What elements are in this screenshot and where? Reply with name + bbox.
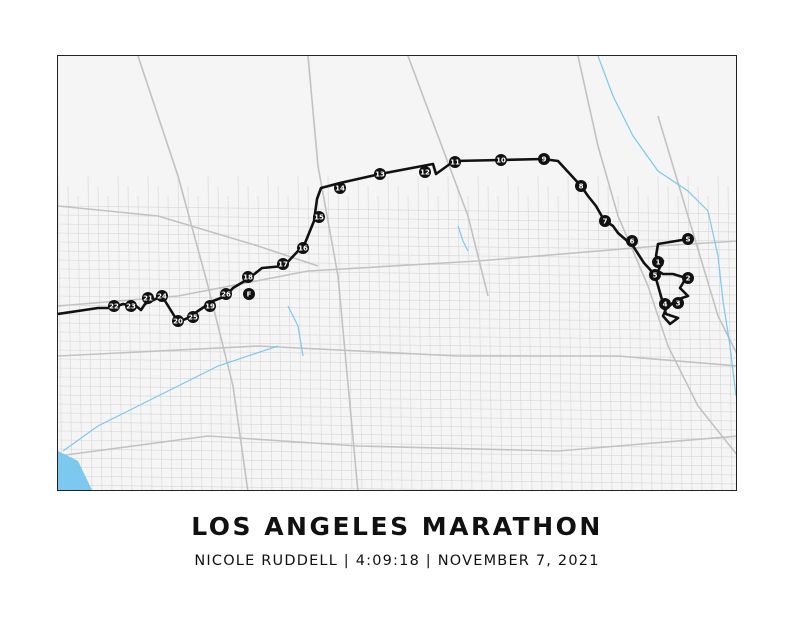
svg-text:20: 20 — [173, 318, 183, 326]
svg-text:S: S — [685, 236, 690, 244]
route-marker-8: 8 — [575, 180, 587, 192]
svg-text:26: 26 — [221, 291, 231, 299]
ballona-creek — [62, 345, 279, 452]
svg-text:5: 5 — [653, 272, 658, 280]
svg-text:11: 11 — [450, 159, 460, 167]
svg-text:2: 2 — [686, 275, 691, 283]
route-marker-4: 4 — [659, 298, 671, 310]
svg-text:1: 1 — [656, 259, 661, 267]
svg-text:14: 14 — [335, 185, 345, 193]
svg-text:18: 18 — [243, 274, 253, 282]
svg-text:4: 4 — [663, 301, 668, 309]
svg-text:12: 12 — [420, 169, 430, 177]
svg-text:25: 25 — [188, 314, 198, 322]
svg-text:16: 16 — [298, 245, 308, 253]
svg-text:15: 15 — [314, 214, 324, 222]
route-marker-s: S — [682, 233, 694, 245]
svg-text:17: 17 — [278, 261, 288, 269]
svg-text:13: 13 — [375, 171, 385, 179]
svg-text:3: 3 — [676, 300, 681, 308]
route-marker-26: 26 — [220, 288, 232, 300]
route-marker-14: 14 — [334, 182, 346, 194]
route-marker-6: 6 — [626, 235, 638, 247]
route-marker-12: 12 — [419, 166, 431, 178]
svg-text:9: 9 — [542, 156, 547, 164]
route-marker-22: 22 — [108, 300, 120, 312]
route-marker-17: 17 — [277, 258, 289, 270]
route-marker-25: 25 — [187, 311, 199, 323]
svg-text:24: 24 — [157, 293, 167, 301]
route-map: S 1 2 3 4 5 6 7 8 9 10 11 12 13 14 15 16 17 18 19 20 21 22 23 24… — [57, 55, 737, 491]
svg-text:19: 19 — [205, 303, 215, 311]
route-marker-3: 3 — [672, 297, 684, 309]
street-grid — [58, 175, 736, 490]
route-marker-10: 10 — [495, 154, 507, 166]
la-river — [597, 56, 736, 397]
route-marker-24: 24 — [156, 290, 168, 302]
ocean — [58, 451, 93, 490]
route-marker-18: 18 — [242, 271, 254, 283]
poster-title: LOS ANGELES MARATHON — [191, 512, 603, 541]
route-marker-9: 9 — [538, 153, 550, 165]
svg-text:6: 6 — [630, 238, 635, 246]
route-marker-2: 2 — [682, 272, 694, 284]
route-marker-23: 23 — [125, 300, 137, 312]
route-marker-21: 21 — [142, 292, 154, 304]
route-marker-11: 11 — [449, 156, 461, 168]
route-marker-19: 19 — [204, 300, 216, 312]
svg-text:22: 22 — [109, 303, 119, 311]
svg-text:23: 23 — [126, 303, 136, 311]
route-marker-1: 1 — [652, 256, 664, 268]
svg-text:21: 21 — [143, 295, 153, 303]
svg-text:10: 10 — [496, 157, 506, 165]
route-marker-15: 15 — [313, 211, 325, 223]
route-marker-7: 7 — [599, 215, 611, 227]
water-features — [62, 56, 736, 452]
svg-text:7: 7 — [603, 218, 608, 226]
route-marker-5: 5 — [649, 269, 661, 281]
poster-subtitle: NICOLE RUDDELL | 4:09:18 | NOVEMBER 7, 2… — [194, 553, 600, 569]
route-marker-f: F — [243, 288, 255, 300]
svg-text:8: 8 — [579, 183, 584, 191]
route-marker-20: 20 — [172, 315, 184, 327]
route-marker-16: 16 — [297, 242, 309, 254]
route-marker-13: 13 — [374, 168, 386, 180]
svg-text:F: F — [247, 291, 252, 299]
